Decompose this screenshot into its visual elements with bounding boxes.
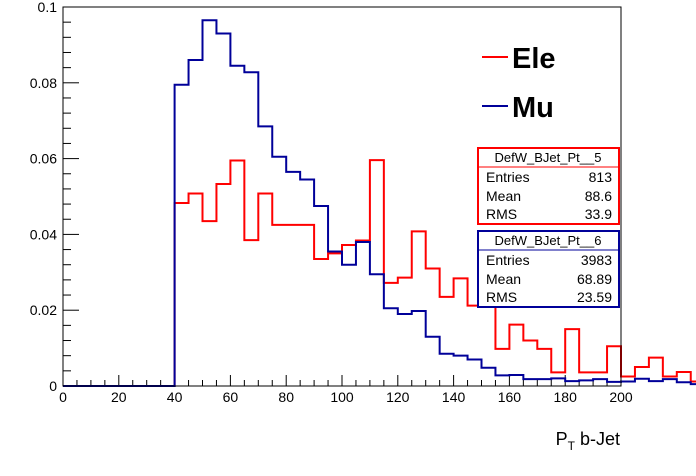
y-tick-label: 0.04 bbox=[30, 226, 57, 242]
x-tick-label: 180 bbox=[554, 389, 578, 405]
legend-label-ele: Ele bbox=[512, 43, 556, 75]
stats-mu-mean-label: Mean bbox=[486, 271, 521, 287]
stats-ele-mean-label: Mean bbox=[486, 188, 521, 204]
x-tick-label: 20 bbox=[111, 389, 127, 405]
y-tick-label: 0.02 bbox=[30, 302, 57, 318]
stats-box-mu-frame bbox=[477, 230, 620, 308]
x-axis-title: PT b-Jet bbox=[556, 429, 620, 453]
plot-frame bbox=[62, 6, 622, 387]
stats-box-ele: DefW_BJet_Pt__5 Entries 813 Mean 88.6 RM… bbox=[477, 147, 620, 225]
stats-ele-rms-value: 33.9 bbox=[585, 206, 612, 222]
x-tick-label: 80 bbox=[278, 389, 294, 405]
x-tick-labels: 0 20 40 60 80 100 120 140 160 180 200 bbox=[59, 389, 633, 405]
y-tick-label: 0.1 bbox=[38, 0, 58, 15]
series-ele-histogram bbox=[63, 159, 696, 387]
legend: Ele Mu bbox=[482, 43, 556, 124]
y-tick-label: 0 bbox=[49, 378, 57, 394]
x-tick-label: 40 bbox=[167, 389, 183, 405]
y-tick-label: 0.08 bbox=[30, 75, 57, 91]
stats-ele-entries-label: Entries bbox=[486, 169, 530, 185]
stats-mu-rms-value: 23.59 bbox=[577, 289, 612, 305]
x-tick-label: 160 bbox=[498, 389, 522, 405]
stats-ele-mean-value: 88.6 bbox=[585, 188, 612, 204]
series-mu-histogram bbox=[63, 19, 696, 387]
stats-ele-rms-label: RMS bbox=[486, 206, 517, 222]
x-tick-label: 0 bbox=[59, 389, 67, 405]
x-tick-label: 100 bbox=[330, 389, 354, 405]
stats-box-ele-title: DefW_BJet_Pt__5 bbox=[495, 150, 602, 165]
x-tick-label: 120 bbox=[386, 389, 410, 405]
legend-label-mu: Mu bbox=[512, 92, 554, 124]
stats-box-mu: DefW_BJet_Pt__6 Entries 3983 Mean 68.89 … bbox=[477, 230, 620, 308]
x-tick-label: 200 bbox=[609, 389, 633, 405]
stats-mu-entries-value: 3983 bbox=[581, 252, 612, 268]
stats-box-ele-frame bbox=[477, 147, 620, 225]
stats-mu-rms-label: RMS bbox=[486, 289, 517, 305]
x-tick-label: 140 bbox=[442, 389, 466, 405]
series-layer bbox=[63, 19, 696, 387]
y-tick-label: 0.06 bbox=[30, 151, 57, 167]
y-tick-labels: 0 0.02 0.04 0.06 0.08 0.1 bbox=[30, 0, 57, 394]
x-tick-label: 60 bbox=[223, 389, 239, 405]
stats-mu-entries-label: Entries bbox=[486, 252, 530, 268]
stats-ele-entries-value: 813 bbox=[589, 169, 613, 185]
stats-mu-mean-value: 68.89 bbox=[577, 271, 612, 287]
stats-box-mu-title: DefW_BJet_Pt__6 bbox=[495, 233, 602, 248]
